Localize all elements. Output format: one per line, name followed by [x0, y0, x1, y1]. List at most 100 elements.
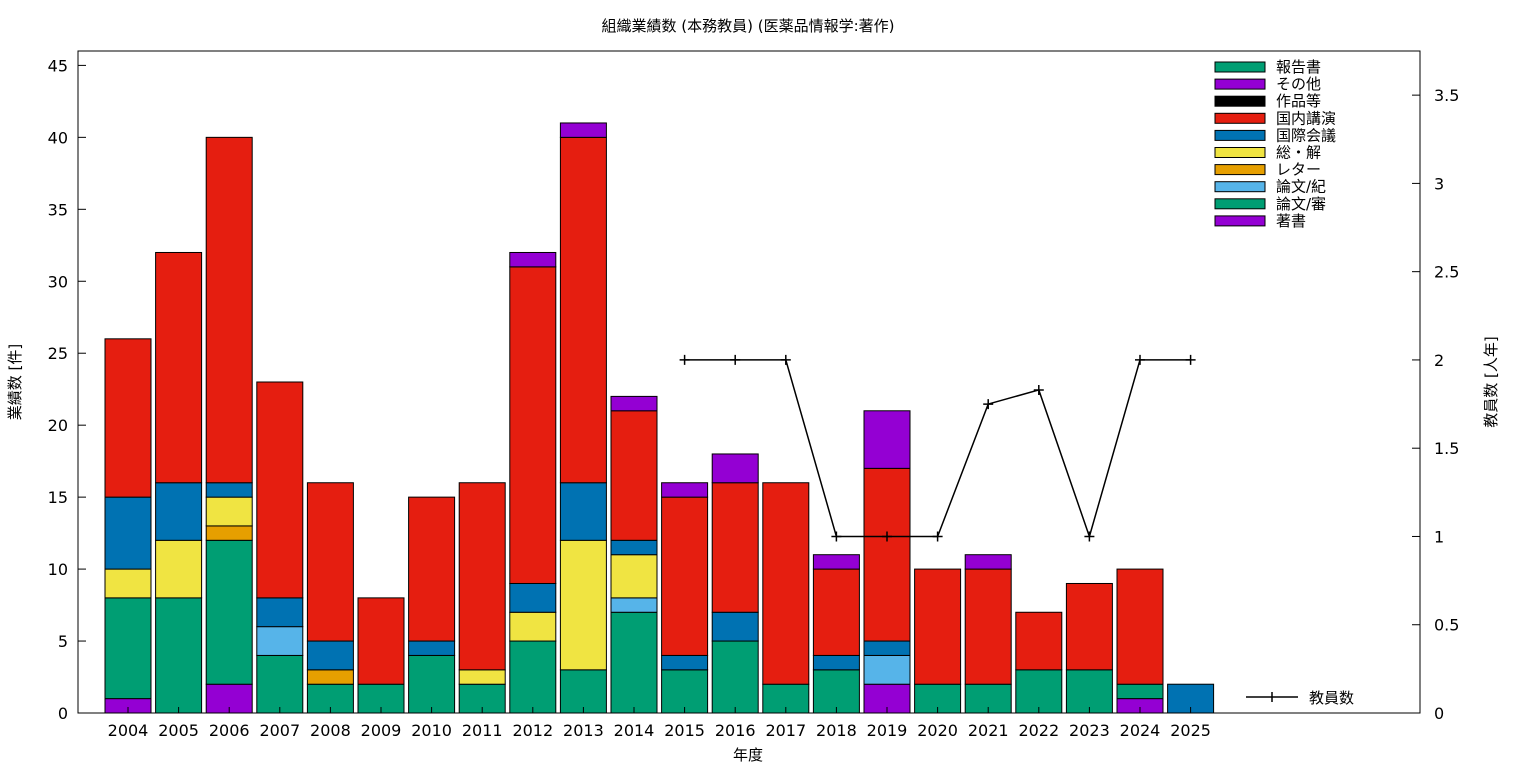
- y2-tick-label: 0: [1434, 704, 1444, 723]
- faculty-count-point-2019: [882, 531, 892, 542]
- bar-segment-2012-5: [509, 582, 557, 613]
- x-tick-label: 2018: [816, 721, 857, 740]
- bar-segment-2012-6: [509, 266, 557, 584]
- y2-tick-label: 3: [1434, 174, 1444, 193]
- plot-frame: [77, 50, 1421, 714]
- bar-segment-2014-5: [610, 539, 658, 556]
- bar-segment-2014-8: [610, 395, 658, 412]
- faculty-count-point-2016: [730, 354, 741, 365]
- bar-segment-2019-5: [863, 640, 911, 656]
- bar-segment-2006-1: [205, 539, 253, 685]
- bar-segment-2008-5: [306, 640, 354, 671]
- bar-segment-2018-8: [812, 554, 860, 570]
- faculty-count-point-2025: [1185, 354, 1196, 365]
- x-axis-title: 年度: [733, 746, 763, 764]
- bar-segment-2016-1: [711, 640, 759, 714]
- bar-segment-2019-2: [863, 654, 911, 685]
- bars-layer: [104, 122, 1215, 714]
- bar-segment-2010-1: [408, 654, 456, 714]
- bar-segment-2010-6: [408, 496, 456, 642]
- y2-tick-label: 2.5: [1434, 263, 1459, 282]
- legend-swatch-1: [1214, 78, 1266, 90]
- bar-segment-2013-4: [559, 539, 607, 671]
- y-tick-label: 20: [48, 416, 68, 435]
- x-tick-label: 2013: [563, 721, 604, 740]
- y2-tick-label: 1.5: [1434, 439, 1459, 458]
- y-tick-label: 45: [48, 56, 68, 75]
- y-tick-label: 25: [48, 344, 68, 363]
- legend-label-9: 著書: [1276, 212, 1306, 230]
- y2-tick-label: 1: [1434, 527, 1444, 546]
- x-axis: 2004 2005 2006 2007 2008 2009 2010 2011 2012 2013…: [108, 707, 1211, 740]
- bar-segment-2014-2: [610, 597, 658, 613]
- bar-segment-2013-5: [559, 482, 607, 541]
- y-tick-label: 0: [58, 704, 68, 723]
- bar-segment-2006-5: [205, 482, 253, 498]
- faculty-count-point-2023: [1084, 531, 1095, 542]
- bar-segment-2012-8: [509, 251, 557, 268]
- legend-label-8: 論文/審: [1276, 195, 1326, 213]
- bar-segment-2018-1: [812, 669, 860, 714]
- bar-segment-2007-1: [256, 654, 304, 714]
- bar-segment-2006-3: [205, 525, 253, 541]
- legend-label-0: 報告書: [1276, 58, 1321, 76]
- x-tick-label: 2020: [917, 721, 958, 740]
- bar-segment-2013-1: [559, 669, 607, 714]
- x-tick-label: 2011: [462, 721, 503, 740]
- bar-segment-2011-6: [458, 482, 506, 671]
- legend-label-5: 総・解: [1276, 144, 1321, 162]
- x-tick-label: 2009: [361, 721, 402, 740]
- bar-segment-2004-1: [104, 597, 152, 700]
- bar-segment-2007-6: [256, 381, 304, 599]
- bar-segment-2022-1: [1015, 669, 1063, 714]
- bar-segment-2018-6: [812, 568, 860, 656]
- bar-segment-2007-5: [256, 597, 304, 628]
- y2-axis-title: 教員数 [人年]: [1482, 336, 1500, 427]
- bar-segment-2004-4: [104, 568, 152, 599]
- x-tick-label: 2006: [209, 721, 250, 740]
- bar-segment-2004-6: [104, 338, 152, 498]
- x-tick-label: 2014: [614, 721, 655, 740]
- faculty-count-point-2015: [679, 354, 690, 365]
- x-tick-label: 2025: [1170, 721, 1211, 740]
- bar-segment-2022-6: [1015, 611, 1063, 671]
- bar-segment-2005-1: [155, 597, 203, 714]
- bar-segment-2012-4: [509, 611, 557, 642]
- legend-label-3: 国内講演: [1276, 109, 1336, 127]
- x-tick-label: 2024: [1120, 721, 1161, 740]
- faculty-count-point-2022: [1033, 384, 1044, 395]
- y2-axis: 0 0.5 1 1.5 2 2.5 3 3.5: [1412, 86, 1459, 723]
- y-tick-label: 30: [48, 272, 68, 291]
- bar-segment-2023-1: [1065, 669, 1113, 714]
- legend-swatch-9: [1214, 215, 1266, 227]
- x-tick-label: 2019: [867, 721, 908, 740]
- bar-segment-2013-6: [559, 136, 607, 484]
- x-tick-label: 2022: [1018, 721, 1059, 740]
- x-tick-label: 2012: [512, 721, 553, 740]
- bar-segment-2016-6: [711, 482, 759, 613]
- legend-swatch-2: [1214, 95, 1266, 107]
- bar-segment-2019-8: [863, 410, 911, 469]
- bar-segment-2023-6: [1065, 582, 1113, 671]
- y-tick-label: 35: [48, 200, 68, 219]
- chart-title: 組織業績数 (本務教員) (医薬品情報学:著作): [602, 17, 895, 35]
- faculty-count-point-2020: [932, 531, 943, 542]
- legend-label-2: 作品等: [1276, 92, 1321, 110]
- bar-segment-2019-6: [863, 467, 911, 642]
- legend-swatch-4: [1214, 129, 1266, 141]
- bar-segment-2021-8: [964, 554, 1012, 570]
- bar-segment-2014-1: [610, 611, 658, 714]
- faculty-count-line: [684, 359, 1191, 539]
- bar-segment-2008-3: [306, 669, 354, 685]
- y-tick-label: 10: [48, 560, 68, 579]
- bar-segment-2005-6: [155, 251, 203, 484]
- x-tick-label: 2023: [1069, 721, 1110, 740]
- bar-segment-2004-5: [104, 496, 152, 570]
- bar-segment-2006-6: [205, 136, 253, 484]
- bar-segment-2005-5: [155, 482, 203, 541]
- legend-swatch-7: [1214, 181, 1266, 193]
- bar-segment-2011-4: [458, 669, 506, 685]
- bar-segment-2007-2: [256, 626, 304, 656]
- legend-label-7: 論文/紀: [1276, 178, 1326, 196]
